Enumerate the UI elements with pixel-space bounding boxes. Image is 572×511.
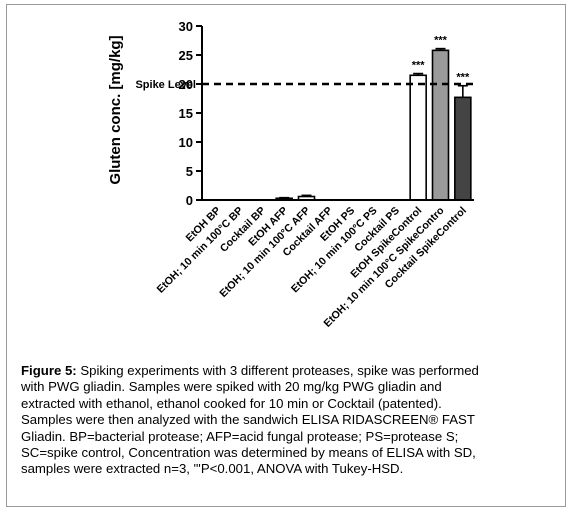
caption-line-5: Gliadin. BP=bacterial protease; AFP=acid… xyxy=(21,428,459,444)
y-tick-label: 30 xyxy=(179,19,193,34)
bar xyxy=(409,74,427,201)
caption-label: Figure 5: xyxy=(21,363,77,378)
significance-label: *** xyxy=(412,60,426,72)
spike-level-label: Spike Level xyxy=(135,79,196,91)
caption-line-6: SC=spike control, Concentration was dete… xyxy=(21,445,476,461)
y-axis: 0 5 10 15 20 25 30 Spike Level xyxy=(135,19,203,208)
bar xyxy=(454,96,472,201)
caption-line-4: Samples were then analyzed with the sand… xyxy=(21,412,475,428)
y-tick-label: 10 xyxy=(179,135,193,150)
caption-line-7: samples were extracted n=3, "'P<0.001, A… xyxy=(21,461,404,477)
y-tick-label: 0 xyxy=(186,193,193,208)
y-tick-label: 5 xyxy=(186,164,193,179)
significance-label: *** xyxy=(434,35,448,47)
caption-line-3: extracted with ethanol, ethanol cooked f… xyxy=(21,395,442,411)
y-tick-label: 15 xyxy=(179,106,193,121)
figure-caption: Figure 5: Spiking experiments with 3 dif… xyxy=(21,363,552,478)
y-axis-label: Gluten conc. [mg/kg] xyxy=(107,35,124,184)
significance-label: *** xyxy=(456,72,470,84)
caption-line-1: Figure 5: Spiking experiments with 3 dif… xyxy=(21,363,552,379)
y-tick-label: 20 xyxy=(179,77,193,92)
figure-frame xyxy=(6,4,566,507)
caption-text: Spiking experiments with 3 different pro… xyxy=(76,363,479,378)
caption-line-2: with PWG gliadin. Samples were spiked wi… xyxy=(21,379,442,395)
y-tick-label: 25 xyxy=(179,48,193,63)
bar xyxy=(431,49,450,201)
bar-chart: 0 5 10 15 20 25 30 Spike Level *** *** *** EtOH B… xyxy=(107,19,474,330)
bar-series: *** *** *** xyxy=(202,35,474,201)
